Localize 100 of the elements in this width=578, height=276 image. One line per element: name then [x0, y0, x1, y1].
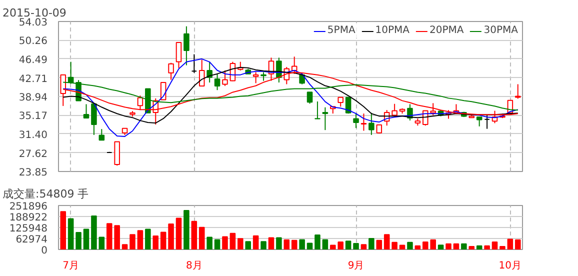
- bar: [353, 243, 359, 250]
- bar: [268, 237, 274, 250]
- bar: [76, 232, 82, 250]
- bar: [230, 232, 236, 250]
- bar: [206, 236, 212, 250]
- bar: [345, 240, 352, 250]
- candlestick: [137, 95, 144, 111]
- bar: [461, 243, 467, 250]
- y-tick-label: 251896: [9, 202, 48, 212]
- chart-title: 2015-10-09: [2, 6, 66, 20]
- bar: [484, 245, 490, 250]
- bar: [368, 238, 374, 250]
- bar: [392, 242, 398, 250]
- bar: [468, 246, 475, 250]
- bar: [245, 241, 251, 250]
- bar: [214, 239, 220, 250]
- bar: [291, 240, 298, 250]
- bar: [500, 246, 506, 250]
- candlestick: [214, 73, 220, 91]
- y-tick-label: 38.94: [18, 92, 48, 104]
- bar: [222, 236, 228, 250]
- legend-label: 5PMA: [327, 25, 356, 36]
- x-tick-label: 8月: [186, 260, 202, 272]
- candlestick: [322, 106, 328, 131]
- candlestick: [91, 103, 97, 136]
- y-tick-label: 27.62: [18, 148, 48, 160]
- y-tick-label: 35.17: [18, 111, 48, 122]
- candlestick: [176, 42, 182, 69]
- bar: [314, 234, 320, 250]
- bar: [98, 236, 105, 250]
- bar: [176, 218, 182, 250]
- candlestick: [160, 82, 166, 100]
- bar: [507, 238, 514, 250]
- bar: [514, 239, 521, 250]
- y-tick-label: 188922: [9, 212, 48, 224]
- y-tick-label: 0: [41, 246, 48, 256]
- bar: [407, 242, 413, 250]
- legend-label: 30PMA: [484, 25, 518, 36]
- bar: [68, 218, 74, 250]
- candlestick: [191, 54, 198, 74]
- bar: [130, 234, 136, 250]
- bar: [260, 241, 266, 250]
- bar: [446, 243, 452, 250]
- bar: [145, 228, 151, 250]
- bar: [83, 228, 90, 250]
- bar: [122, 244, 128, 250]
- bar: [322, 239, 328, 250]
- candlestick: [360, 113, 367, 132]
- bar: [191, 220, 198, 250]
- bar: [360, 244, 367, 250]
- bar: [476, 245, 482, 250]
- chart-title: 成交量:54809 手: [2, 188, 89, 200]
- bar: [399, 244, 406, 250]
- candlestick: [353, 113, 359, 129]
- bar: [91, 215, 97, 250]
- bar: [152, 236, 159, 250]
- candlestick: [83, 104, 90, 119]
- y-tick-label: 23.85: [18, 168, 48, 178]
- x-tick-label: 9月: [348, 260, 364, 272]
- candlestick: [206, 61, 212, 83]
- bar: [306, 242, 313, 250]
- bar: [198, 226, 205, 250]
- bar: [299, 239, 305, 250]
- bar: [438, 244, 444, 250]
- candlestick: [184, 26, 190, 66]
- candlestick: [392, 103, 398, 117]
- candlestick: [476, 116, 482, 127]
- y-tick-label: 50.26: [18, 36, 48, 48]
- legend-label: 20PMA: [430, 25, 464, 36]
- y-tick-label: 125948: [9, 224, 48, 234]
- bar: [252, 235, 259, 250]
- candlestick: [514, 84, 521, 100]
- candlestick: [98, 128, 105, 141]
- bar: [137, 230, 144, 250]
- bar: [414, 245, 421, 250]
- legend-label: 10PMA: [375, 25, 410, 36]
- x-tick-label: 10月: [498, 260, 522, 272]
- candlestick: [368, 112, 374, 136]
- bar: [276, 237, 282, 250]
- bar: [184, 210, 190, 250]
- candlestick: [306, 92, 313, 104]
- bar: [160, 232, 166, 250]
- candlestick: [198, 59, 205, 86]
- y-tick-label: 42.71: [18, 74, 48, 85]
- y-tick-label: 46.49: [18, 54, 48, 66]
- bar: [492, 241, 498, 250]
- bar: [168, 223, 174, 250]
- y-tick-label: 31.40: [18, 130, 48, 141]
- candlestick: [338, 96, 344, 108]
- x-tick-label: 7月: [62, 260, 80, 272]
- candlestick: [168, 62, 174, 80]
- bar: [284, 239, 290, 250]
- bar: [376, 240, 382, 250]
- bar: [60, 211, 66, 250]
- candlestick: [222, 70, 228, 86]
- bar: [384, 234, 390, 250]
- bar: [238, 238, 244, 250]
- candlestick: [314, 100, 320, 120]
- bar: [453, 243, 460, 250]
- candlestick: [484, 114, 490, 130]
